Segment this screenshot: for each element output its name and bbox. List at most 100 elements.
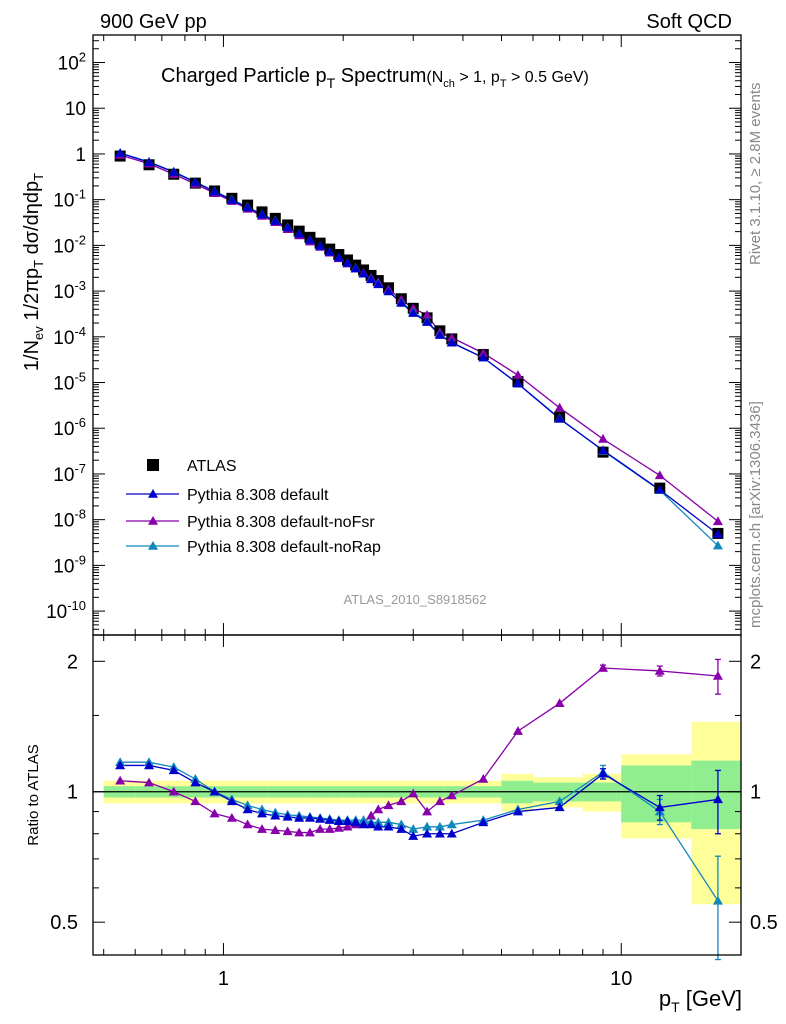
main-marker-1	[446, 337, 457, 347]
ratio-y-tick-label: 1	[67, 782, 78, 804]
ratio-marker-0	[324, 815, 335, 824]
ratio-ylabel: Ratio to ATLAS	[25, 744, 42, 845]
main-marker-2	[512, 370, 523, 379]
ratio-marker-1	[396, 796, 407, 806]
ratio-marker-1	[115, 775, 126, 785]
ratio-marker-1	[383, 800, 394, 810]
main-marker-1	[598, 445, 609, 454]
ratio-marker-1	[270, 825, 281, 834]
chart-title: Charged Particle pT Spectrum(Nch > 1, pT…	[161, 65, 589, 91]
main-marker-1	[383, 286, 394, 296]
y-tick-label: 10-9	[53, 552, 86, 577]
ratio-marker-1	[554, 698, 565, 708]
ratio-marker-1	[434, 796, 445, 806]
main-marker-1	[554, 413, 565, 423]
main-marker-1	[434, 330, 445, 339]
main-ylabel: 1/Nev 1/2πpT dσ/dηdpT	[21, 173, 46, 371]
main-marker-1	[270, 216, 281, 225]
ratio-marker-0	[554, 802, 565, 812]
ratio-series-layer	[115, 658, 723, 961]
ratio-y-tick-label-right: 0.5	[750, 912, 778, 934]
main-marker-2	[422, 309, 433, 319]
ratio-marker-1	[324, 824, 335, 833]
main-marker-2	[554, 402, 565, 412]
ratio-marker-0	[712, 794, 723, 804]
xlabel: pT [GeV]	[659, 986, 742, 1015]
ratio-marker-1	[168, 786, 179, 796]
legend-marker	[148, 489, 158, 498]
main-marker-1	[144, 157, 155, 166]
legend-label: Pythia 8.308 default-noRap	[187, 539, 381, 556]
y-tick-label: 10-1	[53, 187, 86, 212]
y-tick-label: 102	[58, 50, 86, 75]
ratio-marker-0	[226, 796, 237, 806]
main-marker-2	[478, 348, 489, 357]
legend-label: Pythia 8.308 default	[187, 487, 329, 504]
ratio-marker-1	[304, 827, 315, 837]
ratio-marker-2	[446, 819, 457, 829]
header-left: 900 GeV pp	[100, 11, 207, 33]
ratio-marker-0	[408, 831, 419, 840]
ratio-marker-0	[478, 817, 489, 827]
ratio-marker-1	[209, 808, 220, 818]
ratio-marker-0	[242, 804, 253, 814]
main-marker-1	[422, 317, 433, 326]
ratio-marker-1	[242, 819, 253, 829]
main-marker-2	[446, 332, 457, 342]
ratio-marker-0	[190, 777, 201, 787]
main-marker-1	[226, 195, 237, 204]
ratio-marker-0	[168, 765, 179, 775]
y-tick-label: 10-7	[53, 461, 86, 486]
ratio-marker-0	[333, 816, 344, 825]
main-marker-1	[342, 258, 353, 267]
ratio-marker-1	[478, 774, 489, 783]
ratio-marker-0	[256, 808, 267, 818]
legend-label: ATLAS	[187, 458, 237, 475]
ratio-marker-2	[434, 821, 445, 831]
ratio-marker-0	[144, 760, 155, 770]
main-marker-1	[168, 167, 179, 176]
ratio-marker-1	[256, 824, 267, 833]
main-marker-1	[256, 209, 267, 219]
main-marker-1	[333, 252, 344, 262]
ratio-marker-0	[446, 828, 457, 838]
ratio-marker-0	[598, 768, 609, 778]
ratio-marker-1	[190, 796, 201, 806]
ratio-marker-2	[408, 824, 419, 833]
main-marker-2	[654, 470, 665, 480]
main-marker-1	[282, 222, 293, 232]
ratio-marker-1	[654, 665, 665, 675]
ratio-marker-1	[282, 826, 293, 836]
axes-layer: 1 10 10-10 10-9 10-8 10-7 10-6 10-5 10-4 10-3 10-2…	[46, 34, 778, 990]
main-marker-1	[315, 240, 326, 250]
ratio-marker-1	[315, 824, 326, 833]
ratio-y-tick-label-right: 2	[750, 651, 761, 673]
ratio-marker-1	[226, 812, 237, 822]
ratio-marker-2	[712, 895, 723, 905]
ratio-marker-1	[333, 822, 344, 832]
main-marker-3	[712, 540, 723, 550]
band-inner	[691, 760, 742, 830]
y-tick-label: 10-10	[46, 598, 86, 623]
ratio-marker-1	[598, 663, 609, 672]
main-marker-1	[478, 352, 489, 362]
ratio-marker-1	[712, 670, 723, 680]
ratio-marker-0	[315, 814, 326, 823]
main-marker-1	[324, 246, 335, 256]
ratio-y-tick-label: 0.5	[50, 912, 78, 934]
rivet-label: Rivet 3.1.10, ≥ 2.8M events	[747, 83, 764, 266]
ratio-marker-2	[383, 817, 394, 827]
x-tick-label: 10	[610, 968, 632, 990]
main-marker-2	[598, 434, 609, 443]
y-tick-label: 10-6	[53, 415, 86, 440]
main-marker-1	[350, 263, 361, 273]
ratio-marker-0	[373, 821, 384, 831]
main-marker-1	[512, 378, 523, 388]
ratio-marker-0	[512, 806, 523, 816]
main-marker-1	[294, 228, 305, 238]
ratio-marker-0	[654, 802, 665, 812]
y-tick-label: 1	[75, 145, 86, 166]
main-marker-1	[366, 274, 377, 284]
analysis-id: ATLAS_2010_S8918562	[344, 592, 487, 607]
